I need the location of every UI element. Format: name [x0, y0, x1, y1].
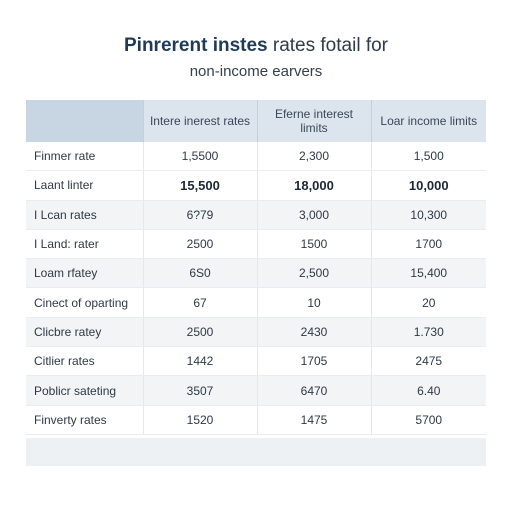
row-label: I Lcan rates: [26, 200, 143, 230]
table-cell: 1475: [256, 405, 371, 435]
table-row: Laant linter 15,500 18,000 10,000: [26, 170, 486, 201]
table-row: Poblicr sateting 3507 6470 6.40: [26, 375, 486, 406]
table-cell: 2475: [370, 346, 486, 377]
table-row: Finmer rate 1,5500 2,300 1,500: [26, 142, 486, 172]
table-cell: 6.40: [370, 375, 486, 406]
table-cell: 6S0: [142, 258, 257, 289]
rates-table-container: Intere inerest rates Eferne interest lim…: [26, 100, 486, 435]
title-block: Pinrerent instes rates fotail for non-in…: [0, 34, 512, 82]
table-cell: 20: [370, 287, 486, 318]
table-cell: 1442: [142, 346, 257, 377]
table-header-row: Intere inerest rates Eferne interest lim…: [26, 100, 486, 142]
row-label: I Land: rater: [26, 229, 143, 260]
column-header-interest-limits: Eferne interest limits: [256, 100, 371, 142]
page-title: Pinrerent instes rates fotail for: [0, 34, 512, 58]
table-row: I Land: rater 2500 1500 1700: [26, 229, 486, 260]
column-header-interest-rates: Intere inerest rates: [142, 100, 257, 142]
row-label: Finmer rate: [26, 142, 143, 172]
table-footer-bar: [26, 438, 486, 466]
page-title-rest: rates fotail for: [267, 35, 388, 56]
column-header-income-limits: Loar income limits: [370, 100, 486, 142]
table-cell: 6470: [256, 375, 371, 406]
rates-table: Intere inerest rates Eferne interest lim…: [26, 100, 486, 435]
table-cell: 18,000: [256, 170, 371, 201]
table-cell: 2,300: [256, 142, 371, 172]
column-header-corner: [26, 100, 143, 142]
row-label: Cinect of oparting: [26, 287, 143, 318]
table-cell: 1705: [256, 346, 371, 377]
table-cell: 10: [256, 287, 371, 318]
table-cell: 1.730: [370, 317, 486, 348]
page-title-strong: Pinrerent instes: [124, 35, 268, 56]
table-cell: 15,500: [142, 170, 257, 201]
page-subtitle: non-income earvers: [189, 63, 323, 80]
table-cell: 1700: [370, 229, 486, 260]
table-row: Clicbre ratey 2500 2430 1.730: [26, 317, 486, 348]
row-label: Clicbre ratey: [26, 317, 143, 348]
table-cell: 1,5500: [142, 142, 257, 172]
table-cell: 2500: [142, 229, 257, 260]
row-label: Laant linter: [26, 170, 143, 201]
table-row: I Lcan rates 6?79 3,000 10,300: [26, 200, 486, 230]
table-cell: 2500: [142, 317, 257, 348]
table-cell: 3507: [142, 375, 257, 406]
table-cell: 5700: [370, 405, 486, 435]
row-label: Finverty rates: [26, 405, 143, 435]
table-cell: 6?79: [142, 200, 257, 230]
table-row: Loam rfatey 6S0 2,500 15,400: [26, 258, 486, 289]
table-cell: 67: [142, 287, 257, 318]
row-label: Citlier rates: [26, 346, 143, 377]
table-cell: 10,000: [370, 170, 486, 201]
table-cell: 2,500: [256, 258, 371, 289]
table-cell: 1500: [256, 229, 371, 260]
table-cell: 15,400: [370, 258, 486, 289]
table-cell: 1,500: [370, 142, 486, 172]
table-cell: 2430: [256, 317, 371, 348]
table-row: Citlier rates 1442 1705 2475: [26, 346, 486, 377]
table-cell: 3,000: [256, 200, 371, 230]
row-label: Poblicr sateting: [26, 375, 143, 406]
table-row: Finverty rates 1520 1475 5700: [26, 405, 486, 435]
table-row: Cinect of oparting 67 10 20: [26, 287, 486, 318]
row-label: Loam rfatey: [26, 258, 143, 289]
table-cell: 1520: [142, 405, 257, 435]
table-cell: 10,300: [370, 200, 486, 230]
